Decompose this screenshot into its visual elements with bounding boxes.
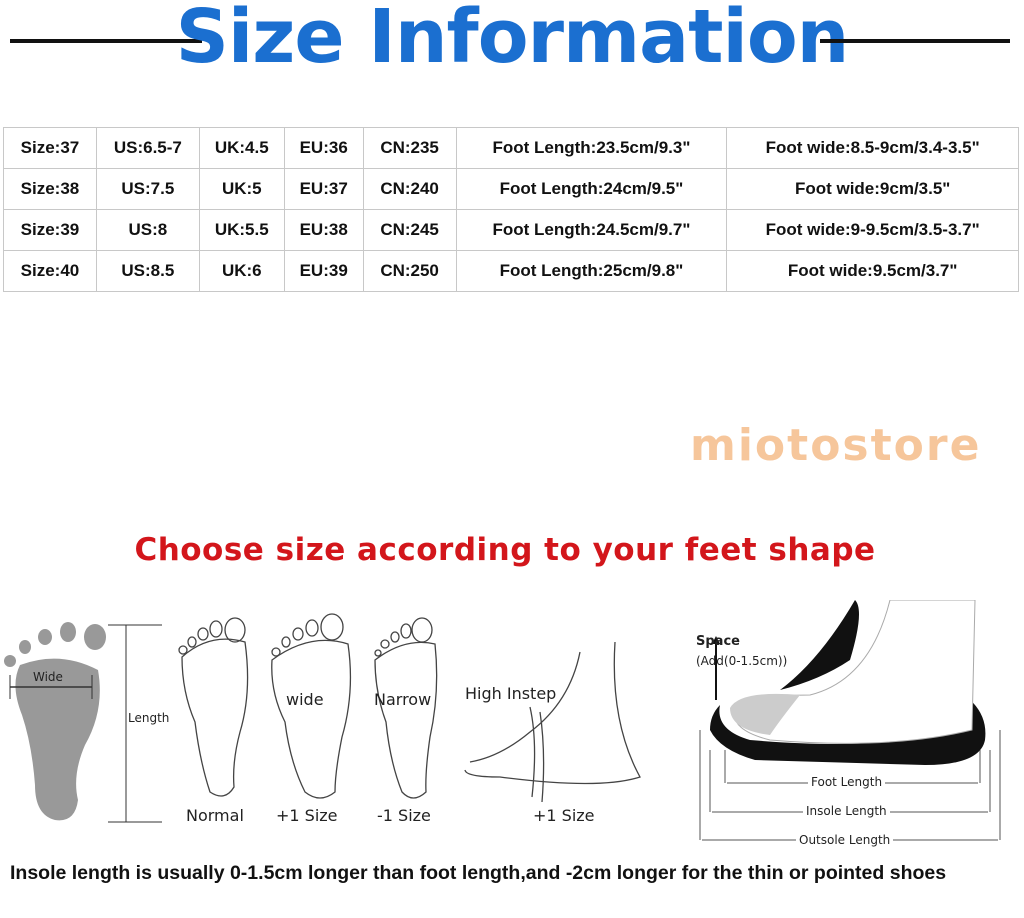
table-cell: CN:250	[362, 250, 457, 292]
table-cell: Foot Length:24.5cm/9.7"	[455, 209, 728, 251]
table-cell: UK:5	[198, 168, 285, 210]
outsole-length-label: Outsole Length	[796, 833, 894, 847]
table-cell: EU:39	[283, 250, 364, 292]
feet-outline-drawings	[178, 613, 641, 803]
length-label: Length	[128, 711, 170, 725]
foot-label-narrow: -1 Size	[377, 806, 431, 825]
table-cell: UK:5.5	[198, 209, 285, 251]
table-row: Size:39 US:8 UK:5.5 EU:38 CN:245 Foot Length:…	[3, 209, 1019, 251]
table-row: Size:40 US:8.5 UK:6 EU:39 CN:250 Foot Length:…	[3, 250, 1019, 292]
table-cell: US:8	[95, 209, 200, 251]
space-label: Space	[696, 634, 740, 649]
wide-foot-icon	[271, 613, 352, 799]
normal-foot-icon	[178, 617, 249, 797]
table-cell: Size:39	[3, 209, 97, 251]
space-note: (Add(0-1.5cm))	[696, 654, 788, 668]
title-rule-right	[820, 39, 1010, 43]
table-cell: EU:36	[283, 127, 364, 169]
table-cell: EU:37	[283, 168, 364, 210]
guide-heading: Choose size according to your feet shape	[134, 532, 876, 568]
page-title: Size Information	[175, 0, 850, 80]
wide-label: Wide	[33, 670, 63, 684]
footprint-icon	[4, 622, 162, 823]
table-cell: CN:240	[362, 168, 457, 210]
table-cell: Foot wide:8.5-9cm/3.4-3.5"	[726, 127, 1019, 169]
size-table: Size:37 US:6.5-7 UK:4.5 EU:36 CN:235 Foot Len…	[3, 127, 1019, 292]
foot-label-normal: Normal	[186, 806, 244, 825]
table-cell: US:7.5	[95, 168, 200, 210]
foot-label-high-instep: +1 Size	[533, 806, 595, 825]
watermark: miotostore	[690, 420, 982, 471]
table-row: Size:37 US:6.5-7 UK:4.5 EU:36 CN:235 Foot Len…	[3, 127, 1019, 169]
high-instep-mark: High Instep	[465, 684, 557, 703]
table-cell: Foot Length:25cm/9.8"	[455, 250, 728, 292]
table-cell: Foot Length:24cm/9.5"	[455, 168, 728, 210]
table-cell: CN:235	[362, 127, 457, 169]
table-cell: US:6.5-7	[95, 127, 200, 169]
foot-label-wide: +1 Size	[276, 806, 338, 825]
shoe-cross-section-icon	[699, 600, 1001, 841]
table-cell: Foot wide:9cm/3.5"	[726, 168, 1019, 210]
wide-mark: wide	[286, 690, 324, 709]
narrow-foot-icon	[374, 617, 438, 799]
table-cell: UK:6	[198, 250, 285, 292]
narrow-mark: Narrow	[374, 690, 432, 709]
table-cell: Size:37	[3, 127, 97, 169]
high-instep-foot-icon	[464, 641, 641, 803]
table-cell: US:8.5	[95, 250, 200, 292]
table-cell: Foot wide:9.5cm/3.7"	[726, 250, 1019, 292]
table-cell: Foot Length:23.5cm/9.3"	[455, 127, 728, 169]
title-rule-left	[10, 39, 202, 43]
table-cell: UK:4.5	[198, 127, 285, 169]
footnote: Insole length is usually 0-1.5cm longer …	[10, 862, 947, 884]
table-cell: EU:38	[283, 209, 364, 251]
insole-length-label: Insole Length	[803, 804, 890, 818]
table-row: Size:38 US:7.5 UK:5 EU:37 CN:240 Foot Length:…	[3, 168, 1019, 210]
table-cell: Foot wide:9-9.5cm/3.5-3.7"	[726, 209, 1019, 251]
table-cell: Size:38	[3, 168, 97, 210]
table-cell: CN:245	[362, 209, 457, 251]
foot-length-label: Foot Length	[808, 775, 886, 789]
table-cell: Size:40	[3, 250, 97, 292]
